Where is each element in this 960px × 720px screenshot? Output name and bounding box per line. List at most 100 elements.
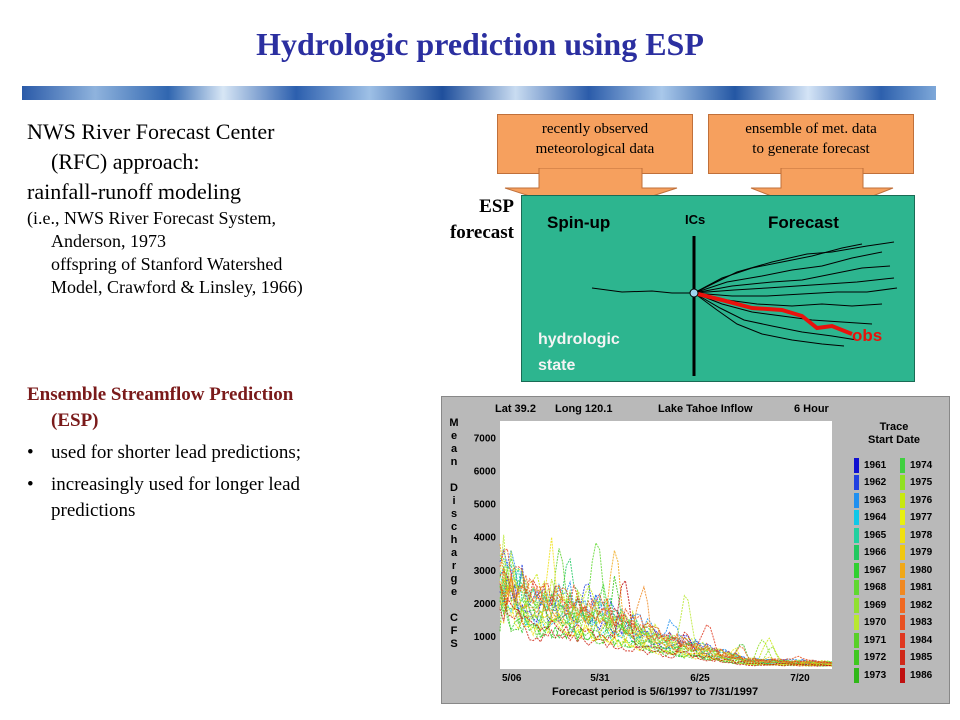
series-line-1966: [499, 557, 833, 665]
y-axis-label-char: g: [450, 573, 458, 585]
legend-item: 1968: [854, 580, 886, 596]
bullet-text: increasingly used for longer lead predict…: [51, 474, 301, 521]
legend-swatch: [900, 492, 905, 508]
legend-item: 1961: [854, 457, 886, 473]
esp-heading-line-1: Ensemble Streamflow Prediction: [27, 384, 294, 405]
legend-label: 1961: [864, 459, 887, 471]
y-axis-label-char: F: [450, 625, 458, 637]
callout-observed-met-data: recently observed meteorological data: [497, 114, 693, 174]
legend-label: 1974: [910, 459, 933, 471]
series-line-1980: [499, 544, 833, 665]
legend-swatch: [854, 632, 859, 648]
x-tick-label: 5/06: [502, 673, 522, 684]
legend-label: 1982: [910, 599, 933, 611]
legend-item: 1976: [900, 492, 932, 508]
y-axis-label-char: h: [450, 534, 458, 546]
legend-swatch: [900, 457, 905, 473]
legend-label: 1980: [910, 564, 933, 576]
legend-label: 1965: [864, 529, 887, 541]
rfc-note-1: (i.e., NWS River Forecast System,: [27, 208, 276, 228]
legend-label: 1964: [864, 512, 887, 523]
y-axis-label-char: n: [450, 456, 458, 468]
series-line-1983: [499, 548, 833, 664]
y-tick-label: 5000: [474, 500, 497, 511]
legend-swatch: [854, 615, 859, 630]
legend: 1961 1962 1963 1964 1965 1966 1967 1968 1969 1970…: [854, 457, 944, 689]
plot-area: 7000 6000 5000 4000 3000 2000 1000 5/06 5/31 6/2…: [474, 421, 833, 684]
plot-x-axis-label: Forecast period is 5/6/1997 to 7/31/1997: [552, 686, 759, 698]
legend-swatch: [854, 562, 859, 578]
legend-item: 1962: [854, 475, 886, 491]
legend-label: 1969: [864, 599, 887, 611]
legend-item: 1984: [900, 632, 932, 648]
legend-swatch: [900, 632, 905, 648]
series-line-1986: [499, 579, 833, 667]
bullet-item-2: • increasingly used for longer lead predi…: [27, 472, 427, 524]
legend-item: 1975: [900, 475, 932, 491]
legend-label: 1970: [864, 617, 887, 628]
legend-item: 1972: [854, 650, 886, 666]
rfc-note-2: Anderson, 1973: [51, 231, 166, 251]
legend-label: 1977: [910, 512, 933, 523]
y-axis-label-char: C: [450, 612, 458, 624]
rfc-line-3: rainfall-runoff modeling: [27, 179, 242, 204]
rfc-note-4: Model, Crawford & Linsley, 1966): [51, 277, 303, 297]
x-tick-label: 5/31: [590, 673, 610, 684]
legend-swatch: [854, 457, 859, 473]
esp-diagram-box: Spin-up ICs Forecast hydrologic state ob…: [521, 195, 915, 382]
legend-label: 1973: [864, 669, 887, 681]
forecast-label: Forecast: [768, 213, 839, 232]
legend-item: 1971: [854, 632, 886, 648]
legend-label: 1963: [864, 494, 887, 506]
legend-item: 1985: [900, 650, 932, 666]
bullet-text: used for shorter lead predictions;: [51, 442, 302, 463]
legend-item: 1973: [854, 667, 886, 683]
y-tick-label: 3000: [474, 566, 497, 577]
legend-swatch: [900, 545, 905, 560]
series-line-1985: [499, 583, 833, 667]
y-axis-label-char: c: [450, 521, 458, 533]
series-line-1974: [499, 566, 833, 665]
legend-item: 1980: [900, 562, 932, 578]
esp-diagram-traces: [591, 236, 898, 376]
legend-label: 1975: [910, 477, 933, 488]
legend-swatch: [854, 492, 859, 508]
legend-label: 1966: [864, 547, 887, 558]
legend-label: 1981: [910, 582, 933, 593]
legend-label: 1978: [910, 529, 933, 541]
legend-swatch: [854, 650, 859, 665]
legend-title: Trace Start Date: [868, 421, 920, 446]
legend-item: 1965: [854, 527, 886, 543]
obs-label: obs: [852, 326, 883, 345]
legend-item: 1967: [854, 562, 886, 578]
esp-heading-line-2: (ESP): [51, 410, 99, 431]
page-title: Hydrologic prediction using ESP: [256, 26, 704, 62]
legend-item: 1979: [900, 545, 932, 561]
legend-swatch: [900, 510, 905, 525]
y-axis-label-char: M: [449, 417, 459, 429]
y-axis-label-char: a: [450, 547, 458, 559]
decorative-water-band: [22, 86, 936, 100]
plot-interval: 6 Hour: [794, 403, 829, 415]
plot-long: Long 120.1: [555, 403, 613, 415]
y-axis-label-char: i: [452, 495, 456, 507]
legend-label: 1967: [864, 564, 887, 576]
legend-item: 1970: [854, 615, 886, 631]
legend-label: 1971: [864, 634, 887, 646]
series-line-1967: [499, 583, 833, 667]
legend-swatch: [854, 527, 859, 543]
legend-swatch: [854, 545, 859, 560]
legend-item: 1963: [854, 492, 886, 508]
legend-label: 1983: [910, 617, 933, 628]
callout-ensemble-met-data: ensemble of met. data to generate foreca…: [708, 114, 914, 174]
x-tick-label: 6/25: [690, 673, 710, 684]
rfc-line-2: (RFC) approach:: [51, 149, 200, 174]
y-axis-label-char: r: [451, 560, 457, 572]
legend-item: 1986: [900, 667, 932, 683]
esp-block: Ensemble Streamflow Prediction (ESP) • u…: [27, 382, 427, 524]
plot-title: Lake Tahoe Inflow: [658, 403, 753, 415]
y-axis-label-char: s: [450, 508, 458, 520]
rfc-line-1: NWS River Forecast Center: [27, 119, 275, 144]
legend-label: 1979: [910, 547, 933, 558]
